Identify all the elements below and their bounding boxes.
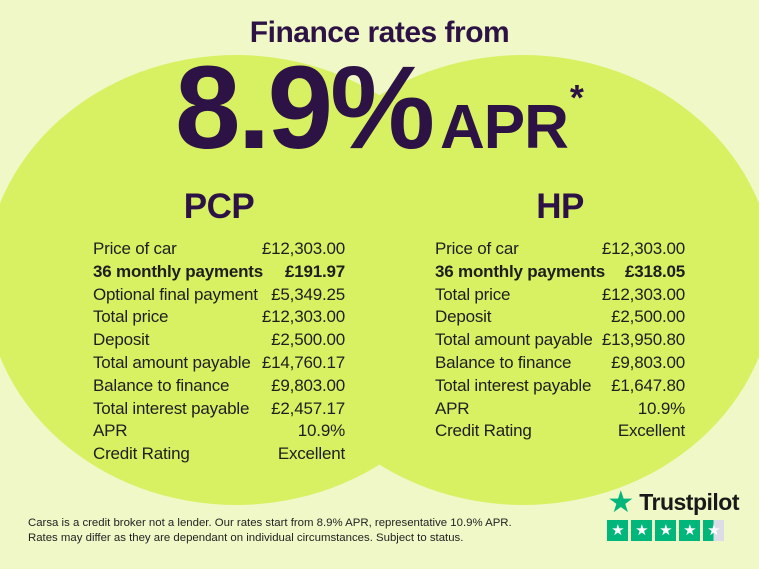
star-icon: ★ [707, 521, 721, 539]
pcp-finance-table: PCP Price of car £12,303.00 36 monthly pay… [93, 186, 345, 466]
row-value: Excellent [617, 421, 685, 441]
row-label: Credit Rating [435, 421, 532, 441]
row-label: APR [93, 421, 128, 441]
finance-row-pcp: Deposit £2,500.00 [93, 329, 345, 352]
trustpilot-star-icon: ★ [607, 484, 635, 520]
row-label: Balance to finance [93, 375, 230, 395]
rate-value: 8.9% [175, 42, 435, 174]
row-label: Total price [435, 284, 511, 304]
row-label: 36 monthly payments [93, 261, 264, 281]
row-value: £2,500.00 [271, 330, 345, 350]
finance-row-hp: Price of car £12,303.00 [435, 238, 685, 261]
row-value: £14,760.17 [261, 352, 345, 372]
star-icon: ★ [659, 521, 673, 539]
finance-row-hp: Total interest payable £1,647.80 [435, 375, 685, 398]
row-value: 10.9% [637, 398, 685, 418]
row-value: £12,303.00 [261, 239, 345, 258]
finance-row-pcp: Total interest payable £2,457.17 [93, 398, 345, 421]
row-label: APR [435, 398, 470, 418]
headline-rate: 8.9% APR * [0, 42, 759, 174]
apr-label: APR [440, 93, 569, 162]
rating-star-box: ★ [631, 520, 653, 541]
row-label: Optional final payment [93, 284, 258, 304]
finance-row-pcp: Credit Rating Excellent [93, 443, 345, 466]
finance-row-pcp: Balance to finance £9,803.00 [93, 375, 345, 398]
apr-asterisk: * [569, 77, 584, 118]
finance-row-pcp: Total amount payable £14,760.17 [93, 352, 345, 375]
row-value: Excellent [277, 444, 345, 464]
legal-disclaimer: Carsa is a credit broker not a lender. O… [28, 516, 588, 545]
row-label: Total interest payable [435, 375, 592, 395]
row-label: Balance to finance [435, 352, 572, 372]
row-value: £1,647.80 [611, 375, 685, 395]
row-value: £13,950.80 [601, 330, 685, 350]
rating-star-box: ★ [679, 520, 701, 541]
row-label: Total amount payable [93, 352, 251, 372]
row-label: Total price [93, 307, 169, 327]
finance-row-hp: APR 10.9% [435, 398, 685, 421]
row-label: Total interest payable [93, 398, 250, 418]
finance-row-pcp: Total price £12,303.00 [93, 306, 345, 329]
finance-row-pcp: APR 10.9% [93, 420, 345, 443]
hp-table-rows: Price of car £12,303.00 36 monthly payment… [435, 238, 685, 443]
row-label: Total amount payable [435, 330, 593, 350]
row-label: Price of car [93, 239, 177, 258]
trustpilot-badge[interactable]: ★ Trustpilot ★ ★ ★ ★ ★ [607, 484, 739, 541]
row-value: £12,303.00 [261, 307, 345, 327]
finance-row-hp: Balance to finance £9,803.00 [435, 352, 685, 375]
finance-row-pcp: Price of car £12,303.00 [93, 238, 345, 261]
disclaimer-line-1: Carsa is a credit broker not a lender. O… [28, 517, 512, 529]
row-value: £318.05 [624, 261, 685, 281]
star-icon: ★ [683, 521, 697, 539]
finance-row-hp: Total amount payable £13,950.80 [435, 329, 685, 352]
row-value: £12,303.00 [601, 239, 685, 258]
trustpilot-rating-stars: ★ ★ ★ ★ ★ [607, 520, 739, 541]
row-value: £2,500.00 [611, 307, 685, 327]
star-icon: ★ [635, 521, 649, 539]
row-value: £191.97 [284, 261, 345, 281]
row-label: Credit Rating [93, 444, 190, 464]
row-value: £12,303.00 [601, 284, 685, 304]
rating-star-box: ★ [703, 520, 725, 541]
row-value: £9,803.00 [271, 375, 345, 395]
finance-row-hp: Deposit £2,500.00 [435, 306, 685, 329]
finance-row-pcp: Optional final payment £5,349.25 [93, 284, 345, 307]
star-icon: ★ [611, 521, 625, 539]
pcp-table-rows: Price of car £12,303.00 36 monthly payment… [93, 238, 345, 466]
row-value: 10.9% [297, 421, 345, 441]
row-label: Deposit [435, 307, 492, 327]
trustpilot-logo: ★ Trustpilot [607, 484, 739, 520]
background-circle-right [272, 55, 759, 505]
hp-table-title: HP [536, 187, 584, 226]
row-label: Deposit [93, 330, 150, 350]
row-label: Price of car [435, 239, 519, 258]
rating-star-box: ★ [655, 520, 677, 541]
finance-row-hp: 36 monthly payments £318.05 [435, 261, 685, 284]
finance-row-hp: Credit Rating Excellent [435, 420, 685, 443]
banner-title: Finance rates from [249, 16, 510, 49]
finance-row-pcp: 36 monthly payments £191.97 [93, 261, 345, 284]
row-value: £9,803.00 [611, 352, 685, 372]
disclaimer-line-2: Rates may differ as they are dependant o… [28, 531, 464, 544]
trustpilot-wordmark: Trustpilot [639, 489, 739, 515]
pcp-table-title: PCP [183, 187, 255, 226]
row-value: £2,457.17 [271, 398, 345, 418]
finance-row-hp: Total price £12,303.00 [435, 284, 685, 307]
hp-finance-table: HP Price of car £12,303.00 36 monthly paym… [435, 186, 685, 443]
row-value: £5,349.25 [271, 284, 345, 304]
row-label: 36 monthly payments [435, 261, 606, 281]
rating-star-box: ★ [607, 520, 629, 541]
